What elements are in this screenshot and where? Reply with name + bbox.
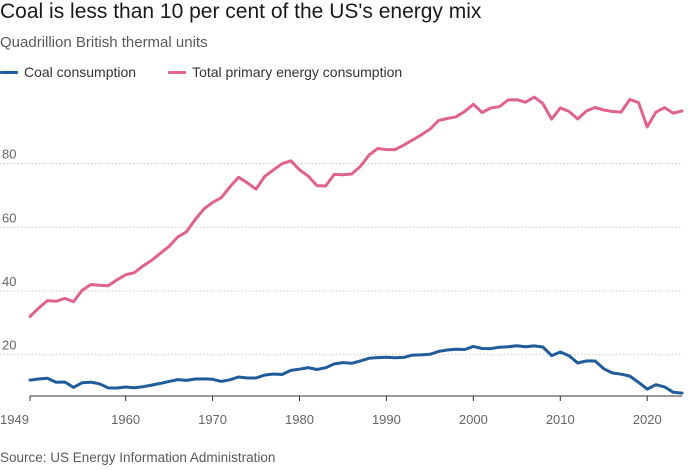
- x-tick-label-2010: 2010: [546, 412, 575, 427]
- x-tick-label-1990: 1990: [372, 412, 401, 427]
- x-tick-label-2020: 2020: [633, 412, 662, 427]
- legend-item-total: Total primary energy consumption: [168, 64, 402, 80]
- y-tick-label-40: 40: [2, 274, 16, 289]
- legend-swatch-coal: [0, 70, 18, 74]
- legend-item-coal: Coal consumption: [0, 64, 136, 80]
- chart-title: Coal is less than 10 per cent of the US'…: [0, 0, 482, 23]
- series-line-coal: [28, 344, 684, 395]
- y-tick-label-80: 80: [2, 147, 16, 162]
- y-tick-label-20: 20: [2, 338, 16, 353]
- x-tick-label-1970: 1970: [198, 412, 227, 427]
- chart-subtitle: Quadrillion British thermal units: [0, 34, 208, 51]
- legend: Coal consumption Total primary energy co…: [0, 64, 434, 80]
- x-tick-label-1960: 1960: [111, 412, 140, 427]
- source-note: Source: US Energy Information Administra…: [0, 450, 276, 465]
- x-tick-label-2000: 2000: [459, 412, 488, 427]
- y-tick-label-60: 60: [2, 210, 16, 225]
- legend-swatch-total: [168, 70, 187, 74]
- x-tick-label-1980: 1980: [285, 412, 314, 427]
- x-tick-label-1949: 1949: [0, 412, 29, 427]
- legend-label-coal: Coal consumption: [24, 64, 137, 80]
- series-line-total: [28, 95, 684, 318]
- legend-label-total: Total primary energy consumption: [192, 64, 403, 80]
